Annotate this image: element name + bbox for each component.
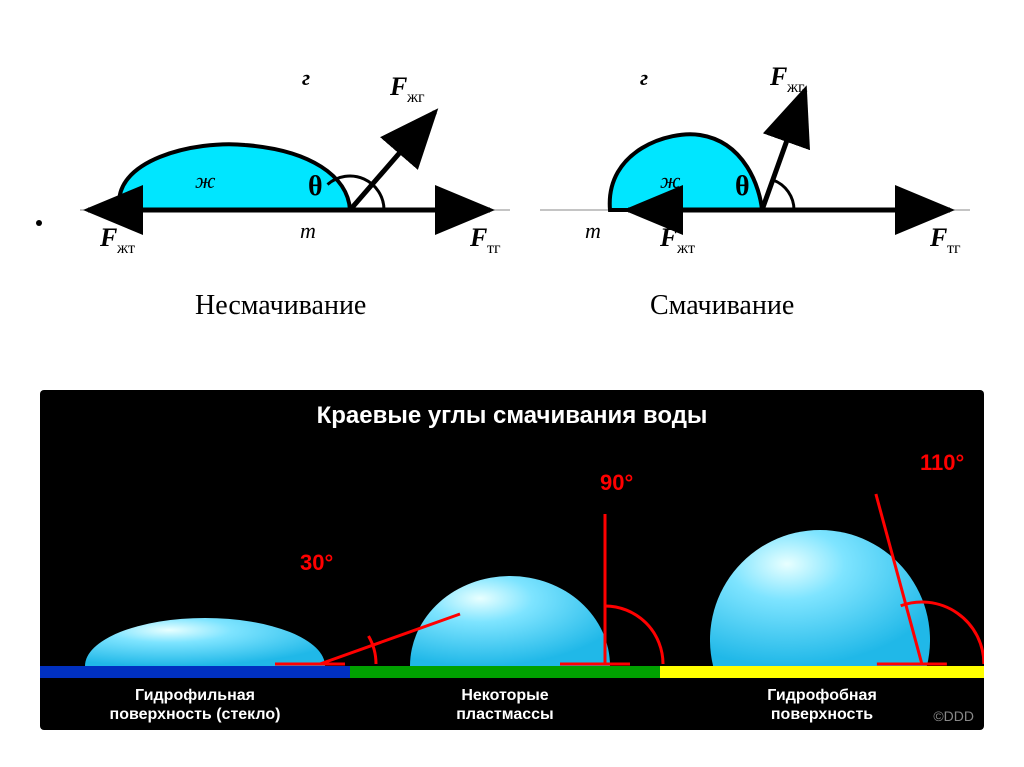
angle-90: 90° (600, 470, 633, 496)
nonwetting-diagram: г ж θ т F жг F жт F тг (80, 50, 510, 290)
contact-angle-svg (40, 390, 984, 730)
nonwetting-caption: Несмачивание (195, 290, 366, 322)
svg-text:тг: тг (487, 240, 501, 257)
contact-angle-panel: Краевые углы смачивания воды Гидрофильна… (40, 390, 984, 730)
svg-text:г: г (302, 65, 310, 90)
svg-text:тг: тг (947, 240, 961, 257)
svg-text:жг: жг (786, 79, 805, 96)
svg-text:ж: ж (195, 168, 216, 193)
svg-text:т: т (300, 218, 316, 243)
svg-text:F: F (99, 223, 117, 252)
svg-text:жг: жг (406, 89, 425, 106)
svg-text:F: F (659, 223, 677, 252)
svg-text:θ: θ (735, 171, 750, 202)
svg-text:г: г (640, 65, 648, 90)
svg-text:F: F (389, 72, 407, 101)
svg-text:F: F (769, 62, 787, 91)
top-diagrams-panel: г ж θ т F жг F жт F тг Несмачивание г ж … (0, 50, 1024, 350)
watermark: ©DDD (933, 708, 974, 724)
svg-text:F: F (469, 223, 487, 252)
angle-110: 110° (920, 450, 964, 476)
svg-text:жт: жт (676, 240, 695, 257)
svg-text:F: F (929, 223, 947, 252)
svg-text:жт: жт (116, 240, 135, 257)
wetting-caption: Смачивание (650, 290, 794, 322)
svg-text:ж: ж (660, 168, 681, 193)
label-hydrophilic: Гидрофильная поверхность (стекло) (40, 686, 350, 724)
svg-text:θ: θ (308, 171, 323, 202)
angle-30: 30° (300, 550, 333, 576)
label-plastic: Некоторые пластмассы (350, 686, 660, 724)
svg-text:т: т (585, 218, 601, 243)
wetting-diagram: г ж θ т F жг F жт F тг (540, 50, 970, 290)
